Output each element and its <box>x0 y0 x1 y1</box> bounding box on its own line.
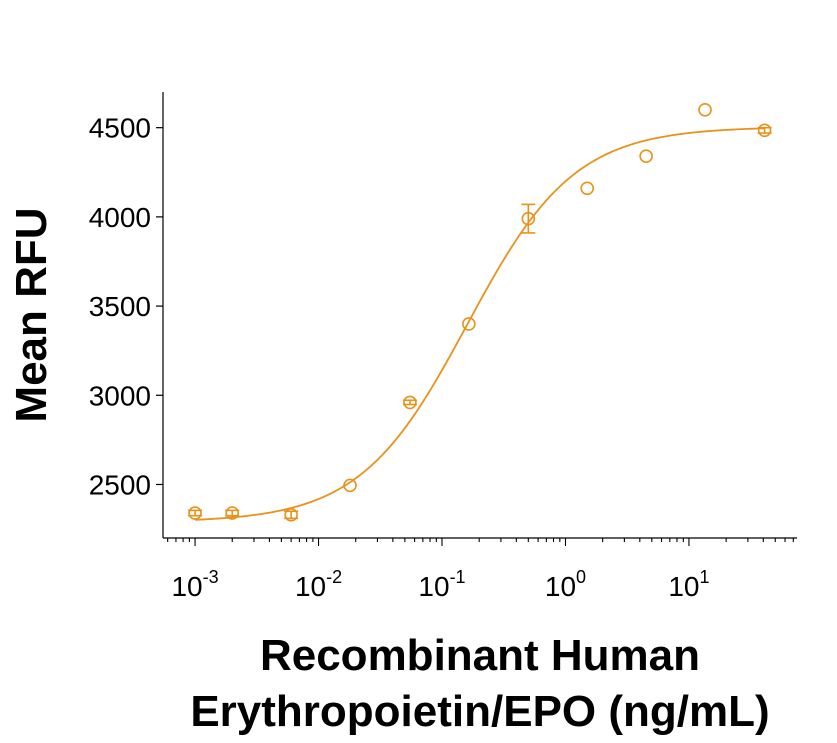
y-tick-label: 4500 <box>89 113 151 144</box>
y-tick-label: 3000 <box>89 380 151 411</box>
data-point <box>639 149 653 164</box>
data-point <box>521 211 536 226</box>
x-tick-label: 10-1 <box>418 567 465 602</box>
data-point <box>403 395 417 410</box>
x-tick-label: 10-2 <box>295 567 342 602</box>
data-point <box>284 508 298 522</box>
y-tick-label: 2500 <box>89 469 151 500</box>
x-tick-label: 10-3 <box>171 567 218 602</box>
x-axis-label-line-2: Erythropoietin/EPO (ng/mL) <box>190 687 770 736</box>
x-tick-label: 100 <box>545 567 586 602</box>
data-point <box>580 181 595 196</box>
data-point <box>462 317 476 331</box>
x-axis-label: Recombinant Human Erythropoietin/EPO (ng… <box>130 628 830 740</box>
data-point <box>188 506 202 520</box>
data-point <box>343 478 357 493</box>
data-point <box>757 123 772 138</box>
x-axis-label-line-1: Recombinant Human <box>259 631 701 680</box>
y-tick-label: 4000 <box>89 202 151 233</box>
y-tick-label: 3500 <box>89 291 151 322</box>
data-point <box>698 103 712 117</box>
fit-curve <box>195 127 765 521</box>
y-axis-label: Mean RFU <box>7 207 56 423</box>
x-tick-label: 101 <box>668 567 709 602</box>
data-point <box>225 506 240 520</box>
